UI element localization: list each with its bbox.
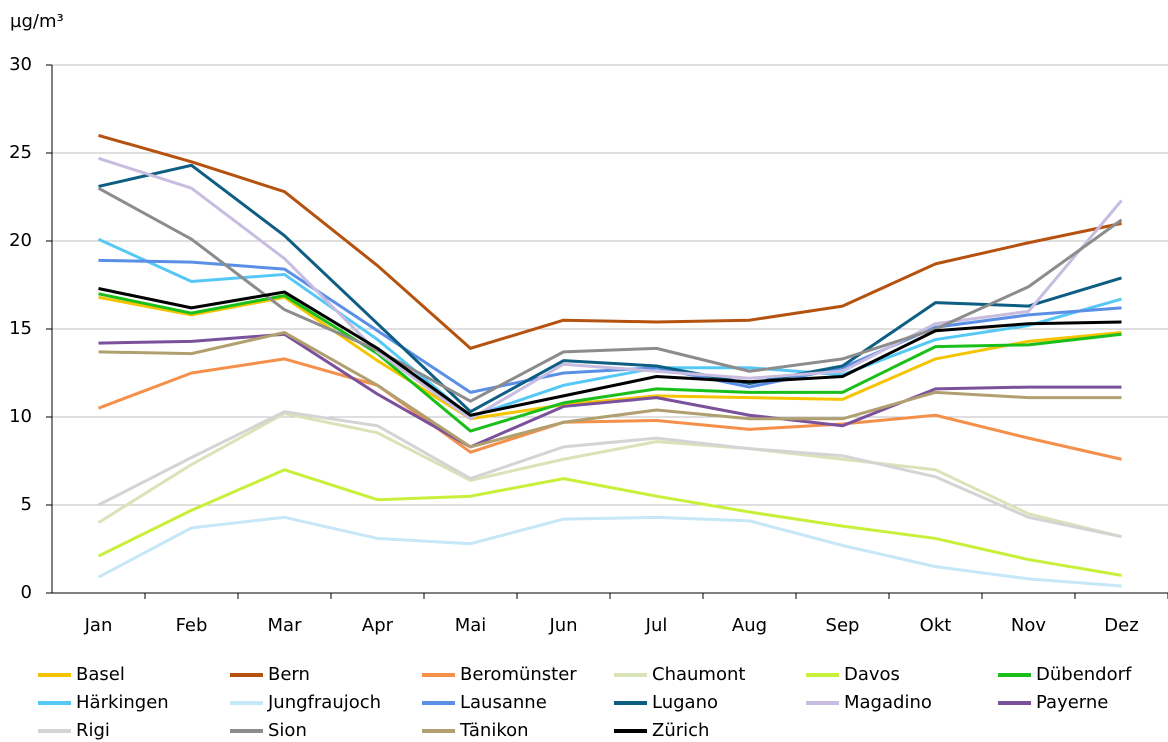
legend-label: Sion (268, 720, 307, 741)
line (97, 468, 1122, 577)
y-axis-label: µg/m³ (10, 11, 64, 32)
legend-label: Zürich (652, 720, 709, 741)
x-tick-label: Dez (1104, 615, 1138, 636)
legend-label: Beromünster (460, 664, 577, 685)
legend-label: Chaumont (652, 664, 745, 685)
x-tick-label: Aug (732, 615, 767, 636)
line (97, 357, 1122, 461)
x-tick-label: Okt (920, 615, 952, 636)
y-tick-label: 15 (9, 318, 32, 339)
line (97, 237, 1122, 419)
x-tick-label: Jan (84, 615, 113, 636)
x-tick-label: Jul (645, 615, 668, 636)
y-tick-label: 0 (21, 582, 32, 603)
legend-label: Basel (76, 664, 125, 685)
x-tick-label: Mai (455, 615, 487, 636)
line (98, 287, 1122, 417)
line (98, 163, 1122, 414)
line (97, 515, 1122, 588)
y-tick-label: 10 (9, 406, 32, 427)
legend-label: Magadino (844, 692, 932, 713)
legend-label: Jungfraujoch (267, 692, 381, 713)
line (97, 411, 1122, 539)
line (98, 156, 1123, 421)
line (97, 186, 1123, 403)
legend-label: Davos (844, 664, 900, 685)
x-tick-label: Apr (362, 615, 394, 636)
legend-label: Lugano (652, 692, 718, 713)
line (98, 258, 1122, 394)
x-tick-label: Sep (826, 615, 860, 636)
line (98, 133, 1122, 350)
legend-label: Bern (268, 664, 310, 685)
legend-label: Lausanne (460, 692, 547, 713)
legend-label: Rigi (76, 720, 110, 741)
line (98, 295, 1122, 421)
x-tick-label: Mar (268, 615, 303, 636)
x-tick-label: Feb (176, 615, 208, 636)
legend-label: Dübendorf (1036, 664, 1132, 685)
y-tick-label: 5 (21, 494, 32, 515)
line (98, 331, 1122, 449)
y-tick-label: 30 (9, 54, 32, 75)
legend-label: Härkingen (76, 692, 169, 713)
legend-label: Tänikon (459, 720, 529, 741)
x-tick-label: Nov (1011, 615, 1046, 636)
legend-label: Payerne (1036, 692, 1108, 713)
y-tick-label: 20 (9, 230, 32, 251)
y-tick-label: 25 (9, 142, 32, 163)
x-tick-label: Jun (548, 615, 577, 636)
line (97, 410, 1122, 539)
